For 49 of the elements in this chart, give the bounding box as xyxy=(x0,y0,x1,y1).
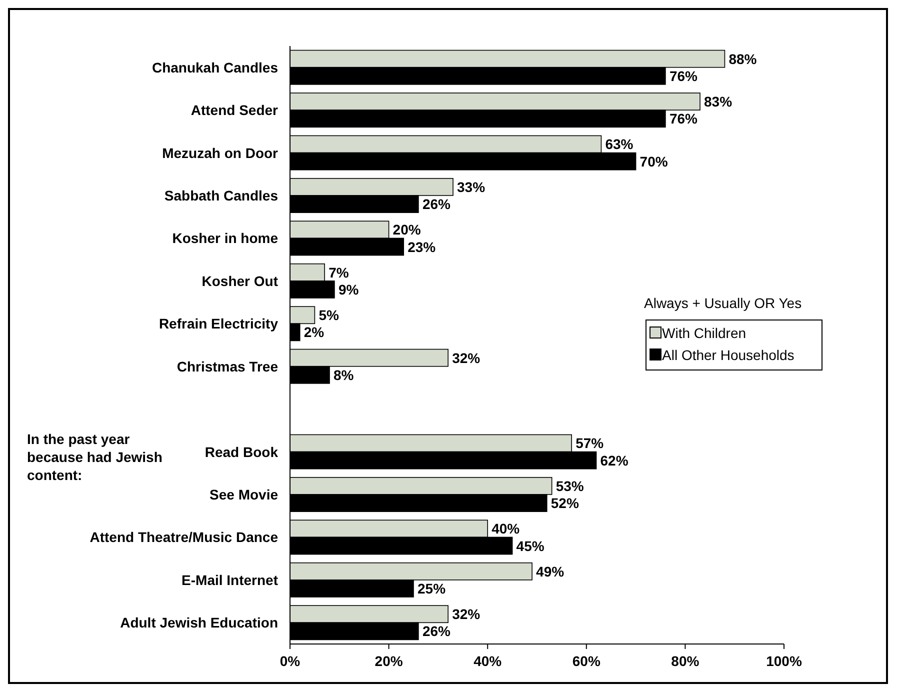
y-tick-label: Adult Jewish Education xyxy=(120,614,278,631)
legend-label: With Children xyxy=(662,325,746,341)
data-label: 53% xyxy=(556,478,584,494)
data-label: 7% xyxy=(328,264,350,280)
y-tick-label: Read Book xyxy=(204,444,278,460)
data-label: 5% xyxy=(318,307,340,324)
y-tick-label: Kosher in home xyxy=(172,230,278,246)
data-label: 45% xyxy=(516,538,545,554)
data-label: 76% xyxy=(669,110,698,127)
y-tick-label: Attend Seder xyxy=(190,102,279,118)
y-tick-label: See Movie xyxy=(210,486,278,502)
x-tick-label: 80% xyxy=(671,653,700,669)
data-label: 40% xyxy=(492,520,520,537)
data-label: 8% xyxy=(334,366,354,383)
x-tick-label: 0% xyxy=(280,653,301,669)
data-label: 83% xyxy=(704,94,733,110)
data-label: 2% xyxy=(304,324,325,340)
y-tick-label: Sabbath Candles xyxy=(164,188,278,204)
data-label: 23% xyxy=(408,238,436,255)
data-label: 62% xyxy=(600,452,629,468)
data-label: 26% xyxy=(422,196,452,212)
data-label: 63% xyxy=(605,136,634,152)
text: In the past year because had Jewish content: xyxy=(27,431,162,483)
data-label: 26% xyxy=(422,623,452,640)
x-tick-label: 100% xyxy=(766,653,802,669)
data-label: 57% xyxy=(576,435,604,452)
x-tick-label: 20% xyxy=(374,653,404,669)
data-label: 88% xyxy=(728,50,758,67)
y-tick-label: E-Mail Internet xyxy=(182,572,278,588)
y-tick-label: Chanukah Candles xyxy=(152,59,278,76)
data-label: 76% xyxy=(669,68,698,84)
x-tick-label: 40% xyxy=(474,653,502,669)
data-label: 70% xyxy=(640,153,668,170)
y-tick-label: Christmas Tree xyxy=(176,358,278,374)
data-label: 32% xyxy=(452,606,481,622)
data-label: 52% xyxy=(550,495,580,512)
data-label: 49% xyxy=(536,563,565,580)
data-label: 25% xyxy=(418,580,446,596)
y-tick-label: Kosher Out xyxy=(202,272,278,289)
legend-label: All Other Households xyxy=(662,347,794,363)
x-tick-label: 60% xyxy=(572,653,601,669)
data-label: 9% xyxy=(338,281,360,298)
legend-title: Always + Usually OR Yes xyxy=(644,295,802,311)
y-tick-label: Mezuzah on Door xyxy=(162,144,279,161)
data-label: 32% xyxy=(452,350,481,366)
y-tick-label: Attend Theatre/Music Dance xyxy=(90,529,278,546)
data-label: 20% xyxy=(392,222,422,238)
y-tick-label: Refrain Electricity xyxy=(158,316,278,332)
data-label: 33% xyxy=(457,178,486,195)
